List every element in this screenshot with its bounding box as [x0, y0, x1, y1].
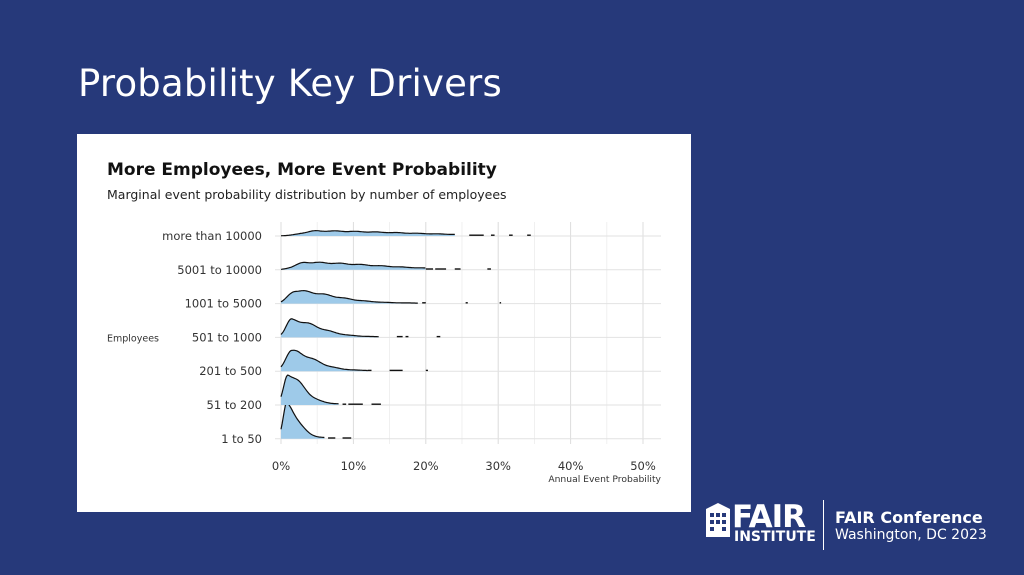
density-area — [281, 318, 379, 338]
conference-location: Washington, DC 2023 — [835, 527, 987, 543]
category-label: 1001 to 5000 — [185, 297, 262, 311]
density-line — [280, 374, 339, 405]
density-area — [281, 230, 455, 236]
x-tick-label: 50% — [630, 459, 656, 473]
logo-brand: FAIR — [732, 499, 806, 535]
density-line — [280, 349, 368, 372]
conference-name: FAIR Conference — [835, 508, 983, 527]
x-axis-title: Annual Event Probability — [548, 474, 661, 485]
category-label: 5001 to 10000 — [177, 263, 262, 277]
chart-subtitle: Marginal event probability distribution … — [107, 187, 507, 202]
density-line — [280, 289, 418, 304]
logo-sub: INSTITUTE — [734, 529, 816, 545]
category-label: 51 to 200 — [207, 398, 262, 412]
density-line — [280, 261, 426, 270]
density-area — [281, 290, 418, 304]
category-label: more than 10000 — [162, 229, 262, 243]
slide-title: Probability Key Drivers — [78, 62, 502, 105]
category-label: 501 to 1000 — [192, 330, 262, 344]
density-area — [281, 350, 368, 372]
density-area — [281, 403, 325, 439]
chart-title: More Employees, More Event Probability — [107, 160, 497, 180]
x-tick-label: 30% — [485, 459, 511, 473]
category-label: 201 to 500 — [199, 364, 262, 378]
x-tick-label: 0% — [272, 459, 290, 473]
ridgeline-chart: 1 to 50 51 to 200 201 to 500 501 to 1000 100… — [107, 222, 662, 485]
x-tick-label: 40% — [558, 459, 584, 473]
density-area — [281, 375, 339, 405]
density-line — [280, 318, 379, 338]
logo-divider — [823, 500, 824, 550]
density-line — [280, 229, 455, 237]
density-area — [281, 262, 426, 270]
fair-institute-logo: FAIR INSTITUTE FAIR Conference Washingto… — [706, 498, 1006, 554]
y-axis-title: Employees — [107, 333, 159, 344]
x-tick-label: 10% — [341, 459, 367, 473]
x-tick-label: 20% — [413, 459, 439, 473]
building-icon — [706, 503, 730, 537]
category-label: 1 to 50 — [221, 432, 262, 446]
chart-panel: More Employees, More Event Probability M… — [77, 134, 691, 512]
